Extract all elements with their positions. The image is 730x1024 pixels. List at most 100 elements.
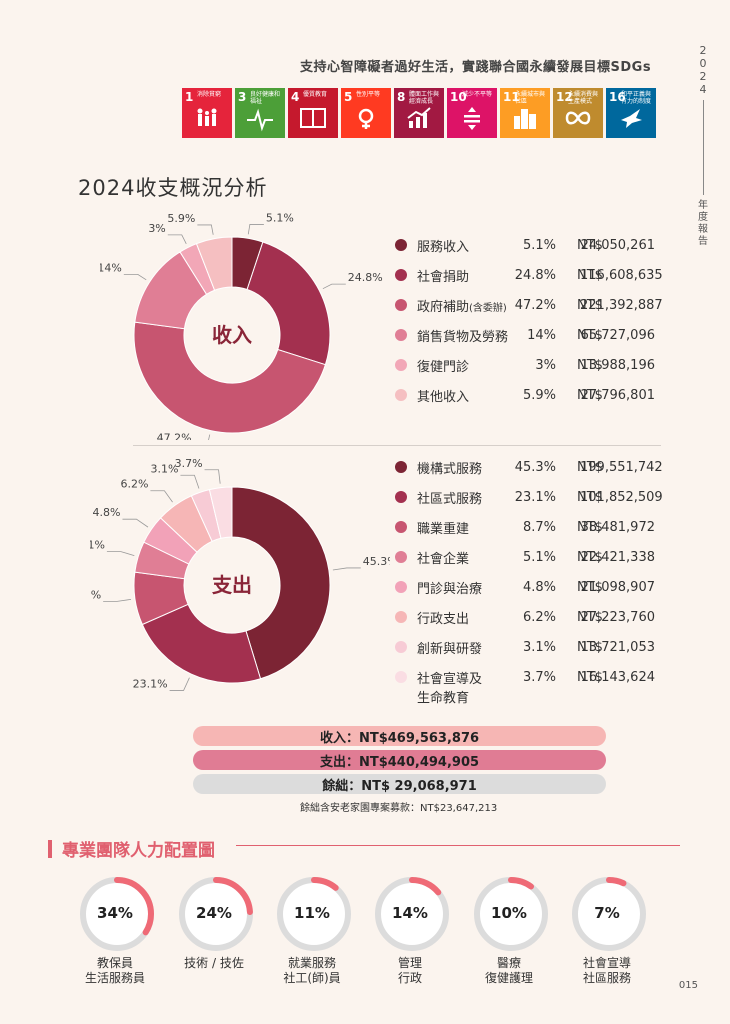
legend-amount: 38,481,972: [580, 519, 655, 535]
legend-item: 創新與研發 3.1% NT$ 13,721,053: [395, 637, 655, 657]
leader-line: [122, 518, 149, 528]
legend-dot: [395, 551, 407, 563]
section-divider: [133, 445, 661, 446]
ring-fill: [179, 877, 253, 951]
ring-percent: 11%: [294, 904, 330, 922]
legend-item: 機構式服務 45.3% NT$ 199,551,742: [395, 457, 663, 477]
percent-label: 47.2%: [157, 431, 192, 440]
caption-line2: 社區服務: [582, 971, 631, 985]
leader-line: [180, 474, 200, 489]
legend-name: 社會宣導及: [417, 671, 483, 687]
legend-name: 社會企業: [417, 551, 470, 567]
caption-line1: 醫療: [496, 956, 521, 970]
side-label: 年度報告: [698, 200, 708, 247]
book-icon: [300, 108, 326, 128]
leader-line: [247, 224, 264, 235]
leader-line: [208, 434, 211, 440]
ring-fill: [277, 877, 351, 951]
sdg-label: 和平正義與有力的制度: [621, 91, 652, 105]
ring-fill: [375, 877, 449, 951]
legend-dot: [395, 611, 407, 623]
caption-line2: 行政: [397, 971, 422, 985]
legend-name: 職業重建: [417, 521, 470, 537]
ring-percent: 24%: [196, 904, 232, 922]
legend-currency: NT$: [577, 669, 603, 685]
ring-caption: 醫療 復健護理: [451, 956, 567, 986]
team-ring-item: 24% 技術 / 技佐: [176, 876, 256, 970]
legend-currency: NT$: [577, 549, 603, 565]
legend-item: 銷售貨物及勞務 14% NT$ 65,727,096: [395, 325, 655, 345]
leader-line: [103, 598, 132, 602]
donut-slice: [195, 236, 233, 291]
percent-label: 3.1%: [150, 462, 178, 475]
legend-name-note: (含委辦): [469, 302, 507, 314]
legend-percent: 47.2%: [514, 297, 556, 313]
leader-line: [106, 551, 135, 557]
sdg-goal-11: 11 永續城市與社區: [500, 88, 550, 138]
legend-percent: 8.7%: [522, 519, 556, 535]
progress-ring: [474, 877, 548, 951]
page-number: 015: [678, 980, 698, 991]
legend-item: 服務收入 5.1% NT$ 24,050,261: [395, 235, 655, 255]
percent-label: 24.8%: [348, 271, 383, 284]
legend-percent: 3.1%: [522, 639, 556, 655]
leader-line: [167, 234, 187, 245]
sdg-number: 1: [185, 90, 194, 104]
legend-name: 服務收入: [417, 239, 470, 255]
legend-currency: NT$: [577, 459, 603, 475]
percent-label: 8.7%: [90, 588, 101, 601]
legend-dot: [395, 641, 407, 653]
percent-label: 5.1%: [90, 539, 105, 552]
side-divider: [703, 100, 704, 195]
sdg-label: 優質教育: [303, 91, 328, 98]
legend-name: 其他收入: [417, 389, 470, 405]
sdg-goal-12: 12 永續消費與生產模式: [553, 88, 603, 138]
legend-dot: [395, 299, 407, 311]
section-title: 2024收支概況分析: [78, 176, 268, 200]
legend-item: 復健門診 3% NT$ 13,988,196: [395, 355, 655, 375]
legend-percent: 4.8%: [522, 579, 556, 595]
sdg-goal-3: 3 良好健康和福祉: [235, 88, 285, 138]
legend-name: 創新與研發: [417, 641, 483, 657]
sdg-number: 5: [344, 90, 353, 104]
donut-slice: [208, 486, 233, 539]
caption-line1: 社會宣導: [582, 956, 631, 970]
progress-ring: [80, 877, 154, 951]
leader-line: [322, 283, 346, 290]
sdg-label: 體面工作與經濟成長: [409, 91, 440, 105]
dove-icon: [621, 109, 642, 128]
sdg-goal-8: 8 體面工作與經濟成長: [394, 88, 444, 138]
legend-dot: [395, 329, 407, 341]
legend-item: 社會宣導及 3.7% NT$ 16,143,624: [395, 667, 655, 687]
legend-amount: 21,098,907: [580, 579, 655, 595]
caption-line2: 復健護理: [484, 971, 533, 985]
legend-currency: NT$: [577, 327, 603, 343]
legend-percent: 3%: [535, 357, 556, 373]
percent-label: 4.8%: [93, 506, 121, 519]
expense-total-bar: 支出：NT$440,494,905: [193, 750, 606, 770]
title-accent-bar: [48, 839, 52, 858]
progress-ring: [179, 877, 253, 951]
legend-currency: NT$: [577, 489, 603, 505]
caption-line1: 教保員: [96, 956, 133, 970]
leader-line: [332, 567, 361, 571]
legend-amount: 221,392,887: [580, 297, 663, 313]
leader-line: [150, 490, 173, 503]
sdg-label: 性別平等: [356, 91, 381, 98]
legend-dot: [395, 521, 407, 533]
percent-label: 23.1%: [133, 677, 168, 690]
infinity-icon: [565, 111, 591, 125]
legend-name: 機構式服務: [417, 461, 483, 477]
ring-caption: 社會宣導 社區服務: [549, 956, 665, 986]
ring-caption: 就業服務 社工(師)員: [254, 956, 370, 986]
legend-amount: 101,852,509: [580, 489, 663, 505]
heartbeat-icon: [247, 108, 273, 132]
sdg-goal-5: 5 性別平等: [341, 88, 391, 138]
team-title-line: [236, 845, 680, 846]
leader-line: [123, 273, 147, 281]
legend-name: 政府補助(含委辦): [417, 299, 507, 315]
legend-amount: 13,721,053: [580, 639, 655, 655]
caption-line2: 社工(師)員: [283, 971, 341, 985]
percent-label: 5.9%: [167, 212, 195, 225]
ring-fill: [572, 877, 646, 951]
